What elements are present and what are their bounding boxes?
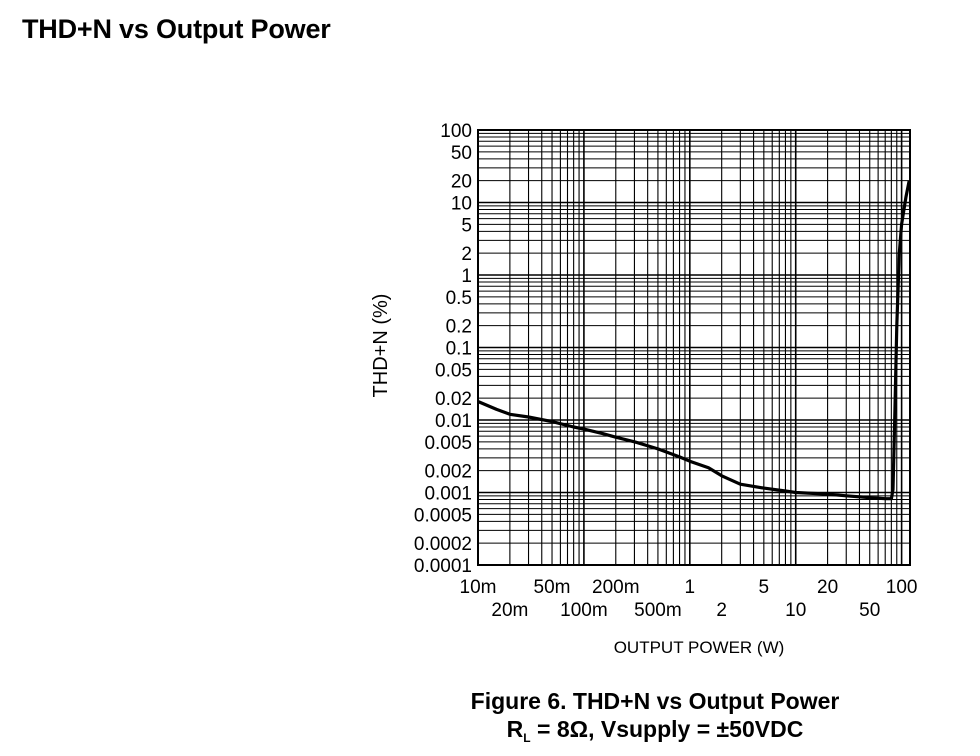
y-tick-label: 0.5 xyxy=(446,288,472,309)
y-tick-label: 0.001 xyxy=(424,484,472,505)
y-tick-label: 2 xyxy=(461,244,472,265)
x-tick-label: 50 xyxy=(859,600,880,621)
page-heading: THD+N vs Output Power xyxy=(22,14,331,44)
grid-lines xyxy=(477,129,911,566)
x-tick-label: 5 xyxy=(759,577,770,598)
y-tick-label: 0.005 xyxy=(424,433,472,454)
y-tick-label: 20 xyxy=(451,172,472,193)
y-tick-label: 100 xyxy=(440,121,472,142)
x-tick-label: 20m xyxy=(491,600,528,621)
x-axis-label: OUTPUT POWER (W) xyxy=(614,638,785,657)
x-tick-labels: 10m 50m 200m 1 5 20 100 20m 100m 500m 2 10 50 xyxy=(460,577,918,621)
y-tick-label: 50 xyxy=(451,143,472,164)
x-tick-label: 100 xyxy=(886,577,918,598)
plot-frame xyxy=(477,129,911,566)
y-tick-label: 0.002 xyxy=(424,462,472,483)
y-tick-label: 0.1 xyxy=(446,339,472,360)
figure-caption-title: Figure 6. THD+N vs Output Power xyxy=(470,688,840,714)
thd-vs-power-chart: 1005020105210.50.20.10.050.020.010.0050.… xyxy=(370,121,918,657)
y-tick-label: 0.02 xyxy=(435,389,472,410)
x-tick-label: 10 xyxy=(785,600,806,621)
y-tick-label: 1 xyxy=(461,266,472,287)
x-tick-label: 200m xyxy=(592,577,640,598)
caption-r: R xyxy=(506,716,524,742)
x-tick-label: 500m xyxy=(634,600,682,621)
y-tick-label: 0.0005 xyxy=(414,505,472,526)
y-tick-label: 0.0001 xyxy=(414,556,472,577)
y-tick-label: 10 xyxy=(451,194,472,215)
y-tick-label: 0.05 xyxy=(435,360,472,381)
x-tick-label: 50m xyxy=(534,577,571,598)
x-tick-label: 1 xyxy=(685,577,696,598)
x-tick-label: 100m xyxy=(560,600,608,621)
y-tick-label: 0.01 xyxy=(435,411,472,432)
caption-condition-rest: = 8Ω, Vsupply = ±50VDC xyxy=(530,716,804,742)
thd-curve xyxy=(477,180,911,501)
y-tick-label: 0.2 xyxy=(446,317,472,338)
x-tick-label: 2 xyxy=(716,600,727,621)
figure-caption-condition: RL = 8Ω, Vsupply = ±50VDC xyxy=(340,716,970,747)
x-tick-label: 20 xyxy=(817,577,838,598)
series-curves xyxy=(477,180,911,501)
x-tick-label: 10m xyxy=(460,577,497,598)
y-axis-label: THD+N (%) xyxy=(370,294,392,398)
caption-r-subscript: L xyxy=(523,731,531,745)
y-tick-label: 5 xyxy=(461,215,472,236)
y-tick-label: 0.0002 xyxy=(414,534,472,555)
